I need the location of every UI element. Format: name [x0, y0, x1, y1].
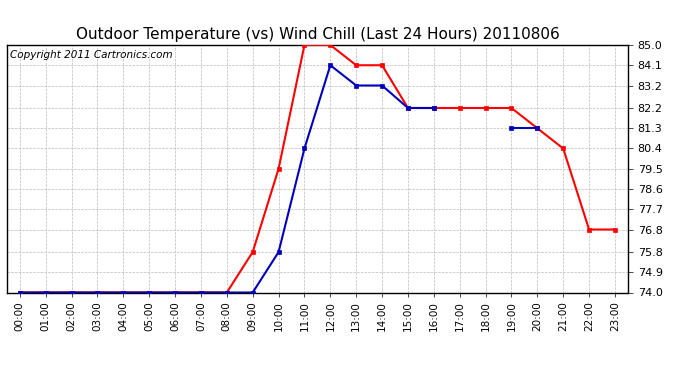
Text: Copyright 2011 Cartronics.com: Copyright 2011 Cartronics.com [10, 50, 172, 60]
Title: Outdoor Temperature (vs) Wind Chill (Last 24 Hours) 20110806: Outdoor Temperature (vs) Wind Chill (Las… [75, 27, 560, 42]
